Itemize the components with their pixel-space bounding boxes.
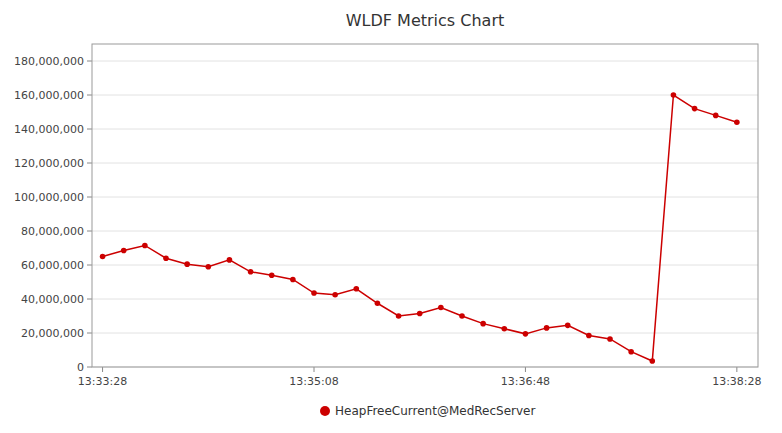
point — [184, 261, 190, 267]
tick-label: 20,000,000 — [21, 327, 84, 340]
tick — [87, 129, 92, 130]
point — [628, 349, 634, 355]
legend-marker — [320, 406, 330, 416]
tick-label: 60,000,000 — [21, 259, 84, 272]
title: WLDF Metrics Chart — [346, 11, 504, 30]
tick — [87, 231, 92, 232]
line — [103, 95, 737, 361]
point — [607, 336, 613, 342]
tick-label: 13:36:48 — [501, 375, 550, 388]
grid-line — [92, 197, 758, 198]
point — [713, 113, 719, 119]
point — [205, 264, 211, 270]
grid-line — [92, 231, 758, 232]
tick-label: 80,000,000 — [21, 225, 84, 238]
tick — [87, 265, 92, 266]
point — [163, 255, 169, 261]
legend: HeapFreeCurrent@MedRecServer — [320, 404, 535, 418]
tick-label: 13:33:28 — [78, 375, 127, 388]
point — [248, 269, 254, 275]
plot-area — [100, 92, 740, 364]
grid-line — [92, 95, 758, 96]
point — [459, 313, 465, 319]
point — [565, 323, 571, 329]
tick — [87, 367, 92, 368]
tick-label: 40,000,000 — [21, 293, 84, 306]
tick — [87, 299, 92, 300]
tick — [87, 61, 92, 62]
point — [142, 243, 148, 249]
tick-label: 0 — [77, 361, 84, 374]
grid-line — [92, 333, 758, 334]
tick — [87, 197, 92, 198]
tick-label: 100,000,000 — [14, 191, 84, 204]
point — [311, 290, 317, 296]
point — [480, 321, 486, 327]
grid-line — [92, 163, 758, 164]
point — [671, 92, 677, 98]
grid-line — [92, 299, 758, 300]
legend-label: HeapFreeCurrent@MedRecServer — [335, 404, 535, 418]
point — [353, 286, 359, 292]
point — [227, 257, 233, 263]
axes: 0 20,000,000 40,000,000 60,000,000 80,000,00… — [14, 55, 762, 388]
point — [586, 333, 592, 339]
point — [417, 311, 423, 317]
point — [734, 119, 740, 125]
tick — [102, 367, 103, 372]
tick-label: 140,000,000 — [14, 123, 84, 136]
tick — [736, 367, 737, 372]
tick-label: 160,000,000 — [14, 89, 84, 102]
point — [501, 326, 507, 332]
point — [375, 300, 381, 306]
point — [692, 106, 698, 112]
plot-frame — [92, 44, 758, 367]
tick-label: 120,000,000 — [14, 157, 84, 170]
grid-line — [92, 129, 758, 130]
tick — [87, 333, 92, 334]
chart: WLDF Metrics Chart 0 20,000,000 40,000,000 6… — [0, 0, 782, 433]
point — [544, 325, 550, 331]
point — [121, 248, 127, 254]
point — [649, 358, 655, 364]
point — [269, 272, 275, 278]
tick — [87, 163, 92, 164]
point — [523, 331, 529, 337]
point — [332, 292, 338, 298]
tick-label: 13:35:08 — [289, 375, 338, 388]
tick-label: 180,000,000 — [14, 55, 84, 68]
grid-line — [92, 61, 758, 62]
point — [396, 313, 402, 319]
tick — [525, 367, 526, 372]
point — [100, 254, 106, 260]
tick — [314, 367, 315, 372]
point — [290, 277, 296, 283]
tick-label: 13:38:28 — [712, 375, 761, 388]
point — [438, 305, 444, 311]
tick — [87, 95, 92, 96]
